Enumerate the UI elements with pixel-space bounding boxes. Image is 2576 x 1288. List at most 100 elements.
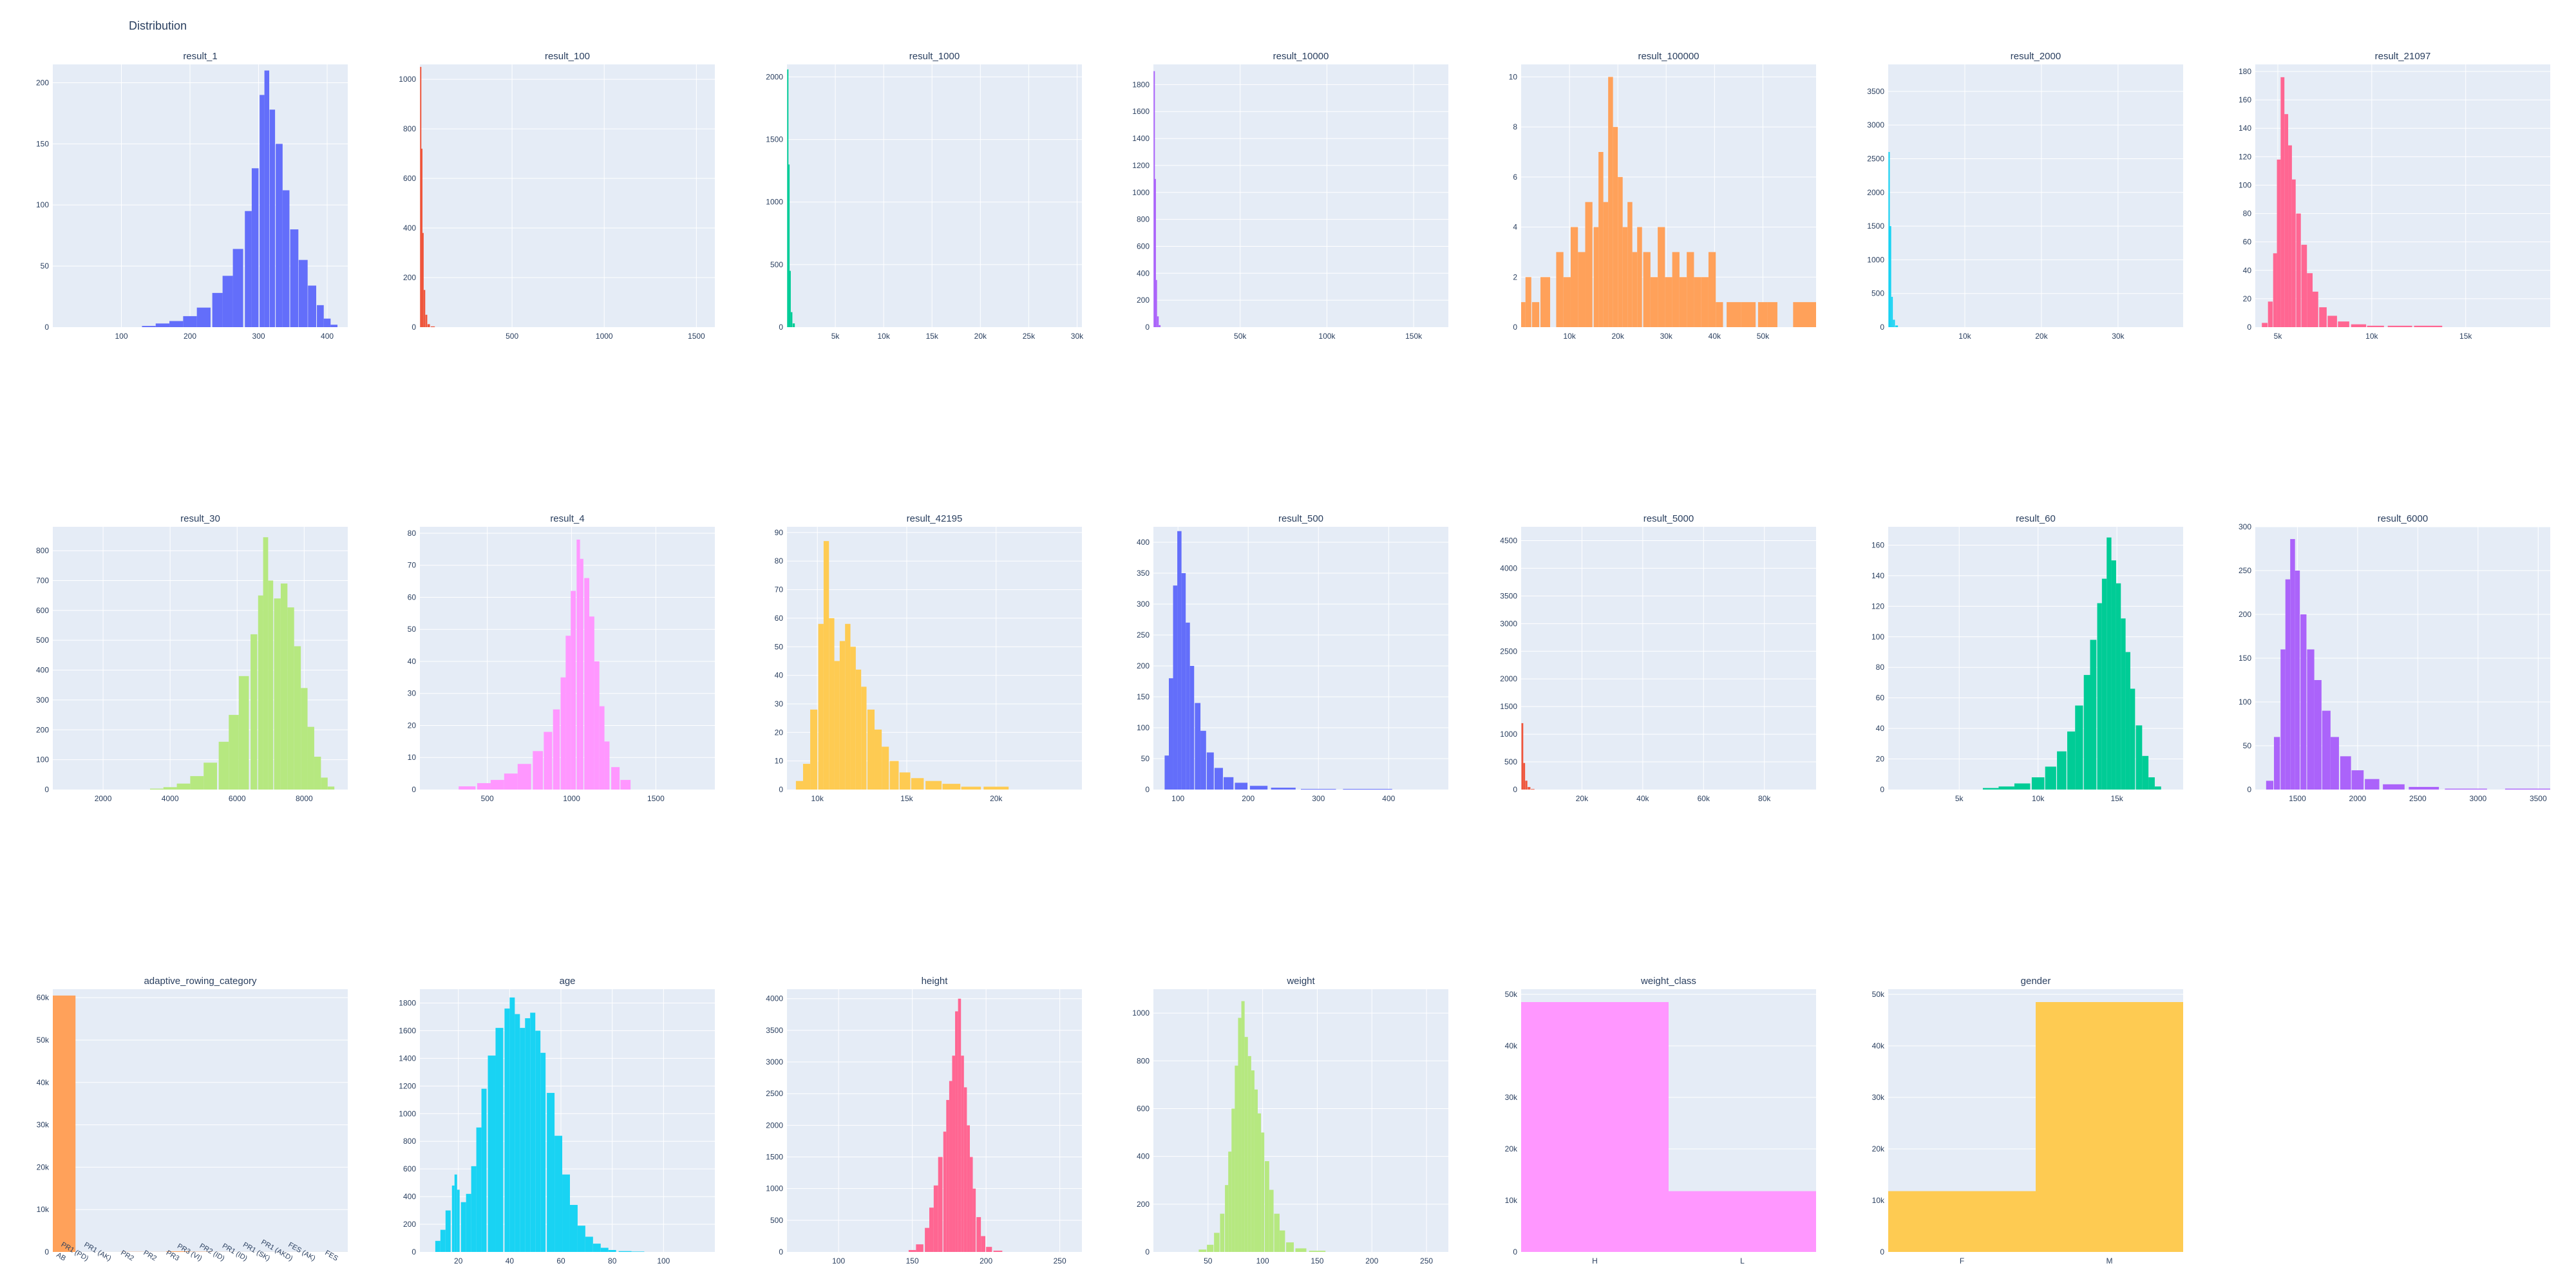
x-tick-label: 200 xyxy=(1242,794,1255,803)
x-tick-label: 30k xyxy=(1071,332,1084,341)
x-tick-label: 5k xyxy=(2274,332,2283,341)
histogram-bar xyxy=(260,95,265,327)
histogram-bar xyxy=(1608,77,1613,327)
histogram-bar xyxy=(2266,781,2274,790)
histogram-bar xyxy=(176,783,191,790)
x-tick-label: 100 xyxy=(1171,794,1184,803)
histogram-bar xyxy=(330,325,338,327)
y-tick-label: 0 xyxy=(779,1247,783,1256)
histogram-bar xyxy=(1658,227,1665,327)
histogram-bar xyxy=(149,788,164,790)
histogram-bar xyxy=(802,764,811,790)
histogram-bar xyxy=(592,1244,601,1252)
histogram-bar xyxy=(323,318,331,327)
y-tick-label: 3500 xyxy=(766,1026,783,1035)
histogram-bar xyxy=(1613,127,1618,327)
y-tick-label: 1000 xyxy=(1132,1009,1150,1018)
histogram-bar xyxy=(317,305,324,327)
subplot-title: result_21097 xyxy=(2375,51,2431,62)
histogram-bar xyxy=(276,144,283,328)
histogram-bar xyxy=(2307,649,2315,790)
x-tick-label: 200 xyxy=(184,332,196,341)
y-tick-label: 3500 xyxy=(1867,87,1884,96)
histogram-bar xyxy=(961,786,981,790)
y-tick-label: 0 xyxy=(1880,1247,1884,1256)
histogram-bar xyxy=(2387,325,2412,327)
histogram-bar xyxy=(307,726,314,790)
subplot-title: weight_class xyxy=(1640,976,1696,987)
histogram-bar xyxy=(1228,1151,1232,1252)
y-tick-label: 150 xyxy=(36,139,49,148)
y-tick-label: 150 xyxy=(1137,692,1150,701)
y-tick-label: 2000 xyxy=(1867,188,1884,197)
histogram-bar xyxy=(488,1056,496,1252)
histogram-bar xyxy=(457,1189,460,1252)
category-bar xyxy=(2036,1002,2183,1252)
histogram-bar xyxy=(471,1166,477,1252)
histogram-bar xyxy=(1716,302,1723,327)
y-tick-label: 30 xyxy=(775,699,784,708)
histogram-bar xyxy=(795,781,803,790)
histogram-bar xyxy=(2111,560,2116,790)
histogram-bar xyxy=(1637,227,1642,327)
subplot-gender: gender 0 10k 20k 30k 40k 50k F M xyxy=(1872,976,2183,1265)
histogram-bar xyxy=(952,1056,956,1252)
histogram-bar xyxy=(963,1087,967,1252)
y-tick-label: 180 xyxy=(2239,67,2251,76)
x-tick-label: 150 xyxy=(1311,1256,1323,1265)
subplot-height: height 0 500 1000 1500 2000 2500 3000 3500 4000 10… xyxy=(766,976,1082,1265)
histogram-bar xyxy=(938,1157,943,1252)
histogram-bar xyxy=(1622,227,1628,327)
subplot-title: age xyxy=(559,976,575,987)
y-tick-label: 3500 xyxy=(1500,591,1517,600)
histogram-bar xyxy=(571,591,576,790)
histogram-bar xyxy=(1271,788,1296,790)
histogram-bar xyxy=(967,1125,970,1252)
histogram-bar xyxy=(222,276,233,327)
histogram-bar xyxy=(2136,725,2143,790)
histogram-bar xyxy=(580,558,583,790)
y-tick-label: 800 xyxy=(36,546,49,555)
histogram-bar xyxy=(290,229,299,327)
y-tick-label: 30k xyxy=(1505,1093,1518,1102)
histogram-bar xyxy=(2383,784,2405,790)
y-tick-label: 20 xyxy=(1876,755,1885,764)
y-tick-label: 700 xyxy=(36,576,49,585)
histogram-bar xyxy=(576,539,580,790)
subplot-title: weight xyxy=(1286,976,1315,987)
histogram-bar xyxy=(264,70,270,327)
histogram-bar xyxy=(1891,296,1893,327)
histogram-bar xyxy=(599,706,605,790)
y-tick-label: 100 xyxy=(36,200,49,209)
histogram-bar xyxy=(1521,302,1526,327)
y-tick-label: 50k xyxy=(1872,990,1885,999)
y-tick-label: 0 xyxy=(1145,785,1150,794)
histogram-bar xyxy=(425,314,428,327)
y-tick-label: 50 xyxy=(2243,741,2252,750)
histogram-bar xyxy=(986,1247,992,1252)
y-tick-label: 30 xyxy=(408,689,417,698)
x-tick-label: 10k xyxy=(1563,332,1576,341)
histogram-bar xyxy=(1173,585,1178,790)
histogram-bar xyxy=(1679,277,1687,327)
plot-background xyxy=(1888,64,2183,327)
x-tick-label: 500 xyxy=(481,794,494,803)
subplot-result_30: result_30 0 100 200 300 400 500 600 700 800 2000 40… xyxy=(36,513,348,803)
histogram-bar xyxy=(958,998,961,1252)
y-tick-label: 3000 xyxy=(766,1057,783,1066)
histogram-bar xyxy=(620,780,631,790)
y-tick-label: 200 xyxy=(1137,661,1150,670)
x-tick-label: F xyxy=(1960,1256,1964,1265)
subplot-title: height xyxy=(922,976,949,987)
histogram-bar xyxy=(1224,777,1234,790)
x-tick-label: 5k xyxy=(831,332,840,341)
histogram-bar xyxy=(933,1185,938,1252)
y-tick-label: 400 xyxy=(1137,1152,1150,1161)
y-tick-label: 4500 xyxy=(1500,536,1517,545)
histogram-bar xyxy=(1274,1213,1280,1252)
y-tick-label: 0 xyxy=(1513,1247,1517,1256)
histogram-bar xyxy=(420,66,422,327)
histogram-bar xyxy=(459,786,476,790)
histogram-bar xyxy=(1249,786,1268,790)
histogram-bar xyxy=(604,741,610,790)
